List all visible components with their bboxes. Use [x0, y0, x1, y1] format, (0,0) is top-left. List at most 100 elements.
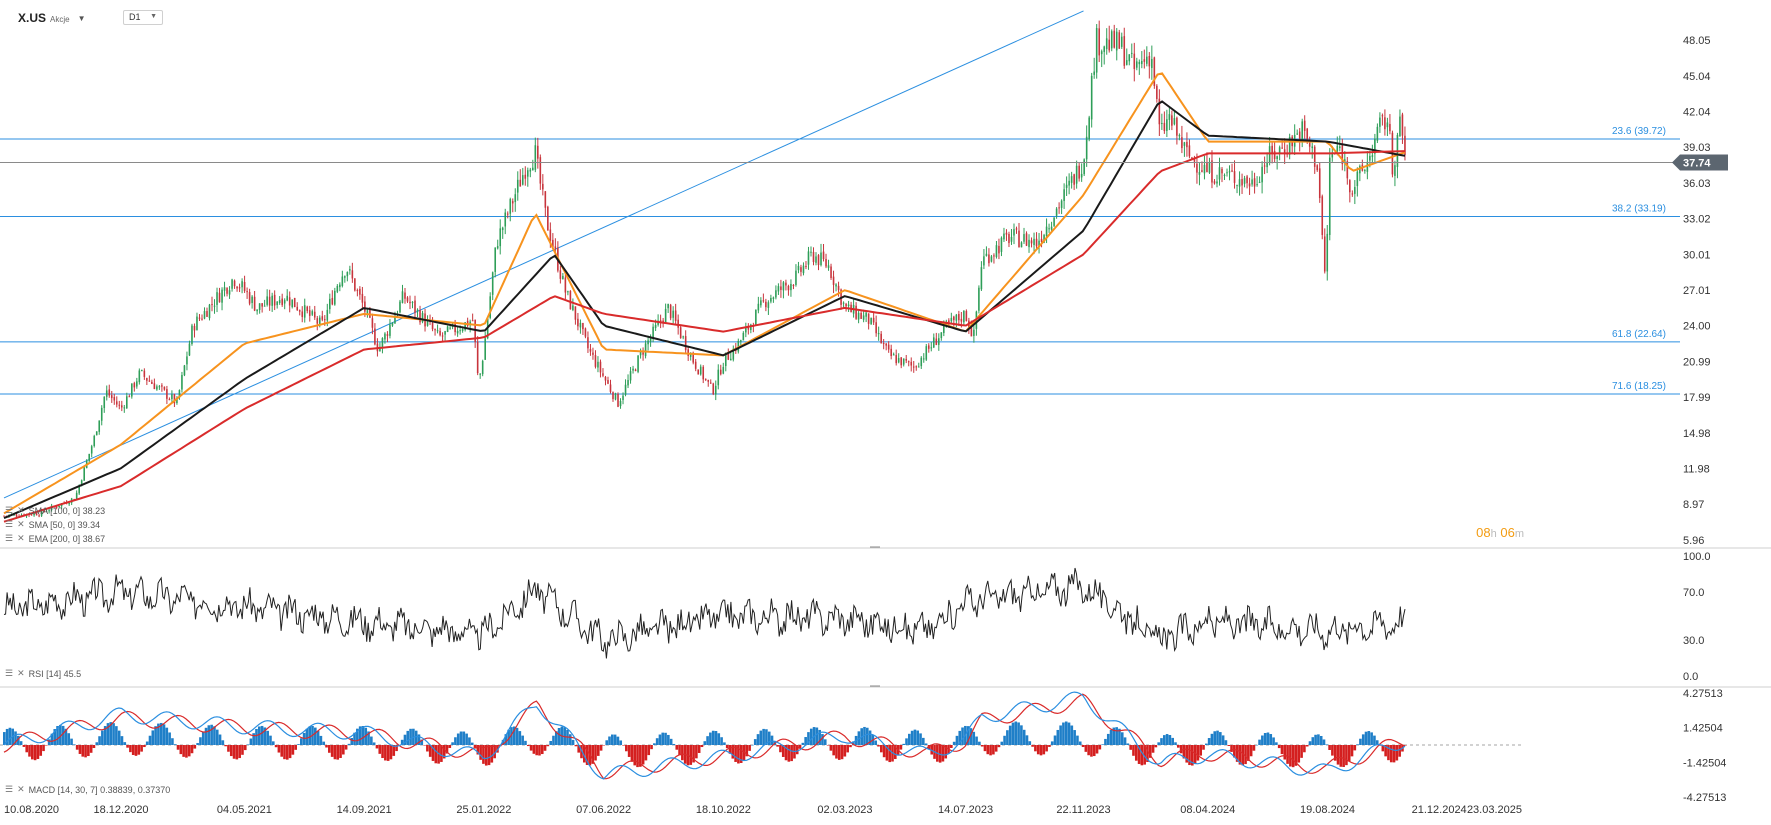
macd-hist-bar [1205, 743, 1208, 745]
macd-hist-bar [1050, 741, 1054, 745]
candle-body [707, 379, 710, 382]
candle-body [539, 157, 542, 184]
macd-hist-bar [829, 745, 833, 751]
candle-body [231, 279, 233, 289]
candle-body [617, 393, 619, 407]
candle-body [978, 287, 980, 311]
menu-icon[interactable]: ☰ [5, 533, 14, 543]
macd-hist-bar [126, 745, 129, 748]
candle-body [1075, 165, 1078, 184]
date-axis-tick: 14.07.2023 [938, 804, 993, 816]
sma50-line [3, 72, 1406, 515]
macd-hist-bar [1171, 737, 1174, 745]
menu-icon[interactable]: ☰ [5, 668, 14, 678]
candle-body [133, 383, 136, 388]
macd-hist-bar [1325, 744, 1329, 745]
candle-body [1243, 178, 1246, 184]
candle-body [1369, 155, 1371, 161]
candle-body [1381, 115, 1384, 117]
macd-hist-bar [173, 744, 177, 745]
candle-body [1276, 156, 1278, 159]
macd-hist-bar [269, 735, 272, 745]
candle-body [614, 393, 617, 400]
macd-hist-bar [532, 745, 536, 754]
candle-body [161, 385, 163, 387]
macd-hist-bar [756, 734, 760, 745]
macd-hist-bar [271, 741, 275, 745]
candle-body [742, 332, 745, 341]
candle-body [1171, 115, 1173, 126]
macd-hist-bar [1280, 745, 1284, 755]
close-icon[interactable]: ✕ [17, 519, 25, 529]
candle-body [128, 396, 131, 398]
candle-body [1078, 165, 1080, 179]
macd-hist-bar [1317, 734, 1320, 745]
macd-hist-bar [465, 733, 468, 745]
macd-hist-bar [375, 745, 379, 749]
candle-body [110, 395, 113, 399]
date-axis-tick: 08.04.2024 [1180, 804, 1235, 816]
macd-hist-bar [529, 745, 533, 751]
candle-body [141, 370, 143, 372]
macd-hist-bar [717, 733, 721, 745]
candle-body [785, 282, 787, 286]
candle-body [900, 357, 903, 366]
macd-hist-bar [1367, 731, 1371, 745]
macd-hist-bar [162, 724, 166, 745]
macd-hist-bar [95, 742, 99, 745]
candle-body [875, 322, 877, 334]
rsi-axis-tick: 100.0 [1683, 551, 1711, 563]
macd-hist-bar [285, 745, 289, 760]
close-icon[interactable]: ✕ [17, 784, 25, 794]
candle-body [1158, 98, 1161, 125]
timeframe-select[interactable]: D1 ▼ [123, 10, 163, 25]
macd-hist-bar [835, 745, 838, 759]
close-icon[interactable]: ✕ [17, 668, 25, 678]
countdown-minutes-unit: m [1514, 528, 1524, 540]
candle-body [216, 292, 218, 305]
close-icon[interactable]: ✕ [17, 533, 25, 543]
candle-body [910, 361, 913, 366]
candle-body [1090, 75, 1093, 120]
candle-body [712, 383, 715, 395]
macd-hist-bar [1006, 730, 1009, 745]
macd-hist-bar [314, 727, 317, 745]
close-icon[interactable]: ✕ [17, 505, 25, 515]
macd-hist-bar [1191, 745, 1194, 766]
macd-hist-bar [994, 745, 998, 752]
menu-icon[interactable]: ☰ [5, 519, 14, 529]
candle-body [1163, 122, 1166, 132]
date-axis-tick: 23.03.2025 [1467, 804, 1522, 816]
macd-hist-bar [1291, 745, 1295, 768]
macd-hist-bar [1151, 745, 1155, 753]
candle-body [489, 296, 491, 318]
candle-body [1266, 162, 1268, 168]
macd-hist-bar [358, 726, 362, 745]
macd-hist-bar [1389, 745, 1393, 763]
candle-body [820, 252, 822, 266]
macd-hist-bar [31, 745, 34, 760]
candle-body [790, 283, 792, 291]
symbol-dropdown-icon[interactable]: ▼ [77, 13, 86, 23]
candle-body [166, 389, 168, 399]
candle-body [1060, 200, 1063, 208]
date-axis-tick: 14.09.2021 [337, 804, 392, 816]
macd-hist-bar [1305, 745, 1309, 747]
legend-sma50-text: SMA [50, 0] 39.34 [28, 519, 101, 530]
candle-body [263, 305, 266, 307]
macd-hist-bar [1137, 745, 1141, 764]
symbol-label[interactable]: X.US [18, 11, 47, 25]
macd-hist-bar [400, 739, 404, 745]
macd-hist-bar [384, 745, 387, 761]
menu-icon[interactable]: ☰ [5, 784, 14, 794]
macd-hist-bar [577, 745, 580, 753]
menu-icon[interactable]: ☰ [5, 505, 14, 515]
macd-hist-bar [1129, 745, 1132, 750]
candle-body [659, 320, 662, 322]
macd-hist-bar [243, 745, 247, 751]
macd-hist-bar [723, 742, 726, 745]
candle-body [1271, 145, 1273, 153]
macd-hist-bar [336, 745, 340, 760]
candle-body [1105, 38, 1108, 50]
